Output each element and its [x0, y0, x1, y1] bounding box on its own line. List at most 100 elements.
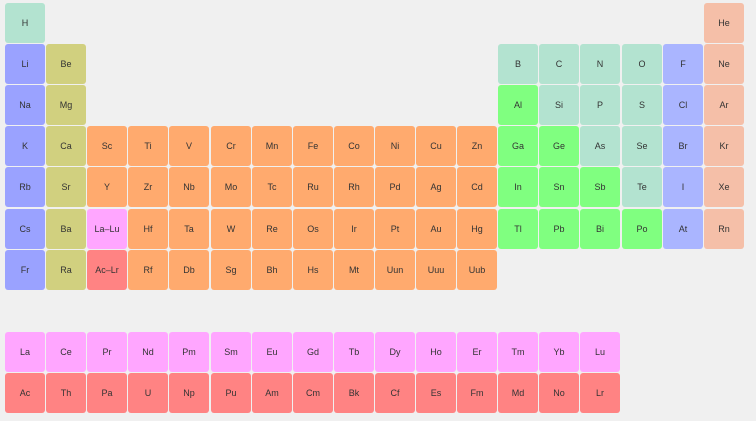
element-tile-cr[interactable]: Cr [211, 126, 251, 166]
element-tile-n[interactable]: N [580, 44, 620, 84]
element-tile-p[interactable]: P [580, 85, 620, 125]
element-tile-w[interactable]: W [211, 209, 251, 249]
element-tile-al[interactable]: Al [498, 85, 538, 125]
element-tile-mo[interactable]: Mo [211, 167, 251, 207]
element-tile-sg[interactable]: Sg [211, 250, 251, 290]
element-tile-ce[interactable]: Ce [46, 332, 86, 372]
element-tile-na[interactable]: Na [5, 85, 45, 125]
element-tile-po[interactable]: Po [622, 209, 662, 249]
element-tile-lu[interactable]: Lu [580, 332, 620, 372]
element-tile-s[interactable]: S [622, 85, 662, 125]
element-tile-bh[interactable]: Bh [252, 250, 292, 290]
element-tile-uub[interactable]: Uub [457, 250, 497, 290]
element-tile-pb[interactable]: Pb [539, 209, 579, 249]
element-tile-fm[interactable]: Fm [457, 373, 497, 413]
element-tile-br[interactable]: Br [663, 126, 703, 166]
element-tile-ag[interactable]: Ag [416, 167, 456, 207]
element-tile-uuu[interactable]: Uuu [416, 250, 456, 290]
element-tile-cf[interactable]: Cf [375, 373, 415, 413]
element-tile-hf[interactable]: Hf [128, 209, 168, 249]
element-tile-o[interactable]: O [622, 44, 662, 84]
element-tile-tb[interactable]: Tb [334, 332, 374, 372]
element-tile-si[interactable]: Si [539, 85, 579, 125]
element-tile-am[interactable]: Am [252, 373, 292, 413]
element-tile-ac[interactable]: Ac [5, 373, 45, 413]
element-tile-la-lu[interactable]: La–Lu [87, 209, 127, 249]
element-tile-au[interactable]: Au [416, 209, 456, 249]
element-tile-se[interactable]: Se [622, 126, 662, 166]
element-tile-ac-lr[interactable]: Ac–Lr [87, 250, 127, 290]
element-tile-no[interactable]: No [539, 373, 579, 413]
element-tile-h[interactable]: H [5, 3, 45, 43]
element-tile-md[interactable]: Md [498, 373, 538, 413]
element-tile-mt[interactable]: Mt [334, 250, 374, 290]
element-tile-f[interactable]: F [663, 44, 703, 84]
element-tile-np[interactable]: Np [169, 373, 209, 413]
element-tile-li[interactable]: Li [5, 44, 45, 84]
element-tile-sr[interactable]: Sr [46, 167, 86, 207]
element-tile-ca[interactable]: Ca [46, 126, 86, 166]
element-tile-c[interactable]: C [539, 44, 579, 84]
element-tile-pr[interactable]: Pr [87, 332, 127, 372]
element-tile-tl[interactable]: Tl [498, 209, 538, 249]
element-tile-cm[interactable]: Cm [293, 373, 333, 413]
element-tile-gd[interactable]: Gd [293, 332, 333, 372]
element-tile-u[interactable]: U [128, 373, 168, 413]
element-tile-hs[interactable]: Hs [293, 250, 333, 290]
element-tile-db[interactable]: Db [169, 250, 209, 290]
element-tile-lr[interactable]: Lr [580, 373, 620, 413]
element-tile-tm[interactable]: Tm [498, 332, 538, 372]
element-tile-cs[interactable]: Cs [5, 209, 45, 249]
element-tile-pd[interactable]: Pd [375, 167, 415, 207]
element-tile-er[interactable]: Er [457, 332, 497, 372]
element-tile-at[interactable]: At [663, 209, 703, 249]
element-tile-bi[interactable]: Bi [580, 209, 620, 249]
element-tile-ar[interactable]: Ar [704, 85, 744, 125]
element-tile-pu[interactable]: Pu [211, 373, 251, 413]
element-tile-rf[interactable]: Rf [128, 250, 168, 290]
element-tile-y[interactable]: Y [87, 167, 127, 207]
element-tile-pa[interactable]: Pa [87, 373, 127, 413]
element-tile-k[interactable]: K [5, 126, 45, 166]
element-tile-es[interactable]: Es [416, 373, 456, 413]
element-tile-kr[interactable]: Kr [704, 126, 744, 166]
element-tile-eu[interactable]: Eu [252, 332, 292, 372]
element-tile-ta[interactable]: Ta [169, 209, 209, 249]
element-tile-th[interactable]: Th [46, 373, 86, 413]
element-tile-ba[interactable]: Ba [46, 209, 86, 249]
element-tile-yb[interactable]: Yb [539, 332, 579, 372]
element-tile-nd[interactable]: Nd [128, 332, 168, 372]
element-tile-xe[interactable]: Xe [704, 167, 744, 207]
element-tile-as[interactable]: As [580, 126, 620, 166]
element-tile-cl[interactable]: Cl [663, 85, 703, 125]
element-tile-mn[interactable]: Mn [252, 126, 292, 166]
element-tile-hg[interactable]: Hg [457, 209, 497, 249]
element-tile-sb[interactable]: Sb [580, 167, 620, 207]
element-tile-be[interactable]: Be [46, 44, 86, 84]
element-tile-i[interactable]: I [663, 167, 703, 207]
element-tile-pm[interactable]: Pm [169, 332, 209, 372]
element-tile-fe[interactable]: Fe [293, 126, 333, 166]
element-tile-fr[interactable]: Fr [5, 250, 45, 290]
element-tile-nb[interactable]: Nb [169, 167, 209, 207]
element-tile-ne[interactable]: Ne [704, 44, 744, 84]
element-tile-ho[interactable]: Ho [416, 332, 456, 372]
element-tile-sn[interactable]: Sn [539, 167, 579, 207]
element-tile-b[interactable]: B [498, 44, 538, 84]
element-tile-ru[interactable]: Ru [293, 167, 333, 207]
element-tile-ti[interactable]: Ti [128, 126, 168, 166]
element-tile-ra[interactable]: Ra [46, 250, 86, 290]
element-tile-la[interactable]: La [5, 332, 45, 372]
element-tile-zn[interactable]: Zn [457, 126, 497, 166]
element-tile-rh[interactable]: Rh [334, 167, 374, 207]
element-tile-mg[interactable]: Mg [46, 85, 86, 125]
element-tile-ir[interactable]: Ir [334, 209, 374, 249]
element-tile-uun[interactable]: Uun [375, 250, 415, 290]
element-tile-in[interactable]: In [498, 167, 538, 207]
element-tile-cd[interactable]: Cd [457, 167, 497, 207]
element-tile-tc[interactable]: Tc [252, 167, 292, 207]
element-tile-zr[interactable]: Zr [128, 167, 168, 207]
element-tile-ge[interactable]: Ge [539, 126, 579, 166]
element-tile-rn[interactable]: Rn [704, 209, 744, 249]
element-tile-sm[interactable]: Sm [211, 332, 251, 372]
